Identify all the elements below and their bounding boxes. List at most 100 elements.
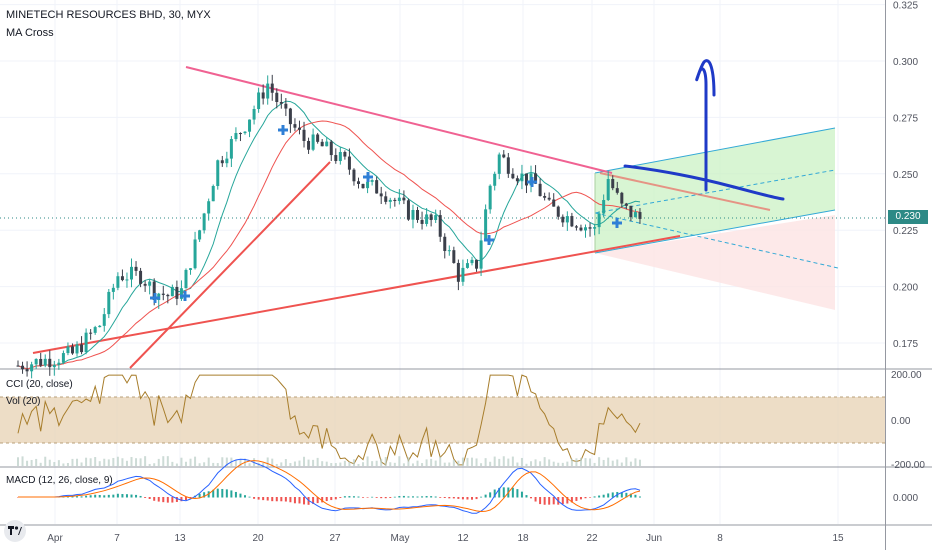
volume-bar <box>466 457 469 466</box>
macd-histogram-bar <box>430 496 433 498</box>
macd-histogram-bar <box>339 497 342 498</box>
candle-body <box>361 183 365 189</box>
resistance-trendline <box>185 66 613 174</box>
macd-histogram-bar <box>253 497 256 499</box>
macd-label[interactable]: MACD (12, 26, close, 9) <box>6 475 113 486</box>
candle-body <box>70 346 74 354</box>
macd-histogram-bar <box>471 497 473 500</box>
volume-bar <box>525 463 528 466</box>
candle-body <box>252 109 256 120</box>
candle-body <box>375 180 379 194</box>
volume-bar <box>375 460 378 466</box>
price-tick-label: 0.200 <box>893 283 918 294</box>
macd-histogram-bar <box>303 497 306 505</box>
volume-label[interactable]: Vol (20) <box>6 396 41 407</box>
macd-histogram-bar <box>434 496 437 498</box>
candle-body <box>584 227 587 231</box>
macd-histogram-bar <box>443 497 446 498</box>
volume-bar <box>148 463 151 466</box>
candle-body <box>534 173 538 184</box>
volume-bar <box>166 456 169 466</box>
macd-histogram-bar <box>393 496 396 498</box>
volume-bar <box>561 462 564 466</box>
candle-body <box>234 133 238 140</box>
candle-body <box>198 230 202 240</box>
time-tick-label: 7 <box>114 533 120 544</box>
candle-body <box>229 139 233 159</box>
macd-histogram-bar <box>280 497 283 502</box>
candle-body <box>329 141 333 156</box>
volume-bar <box>57 460 60 466</box>
volume-bar <box>312 459 315 466</box>
volume-bar <box>130 457 133 466</box>
candle-body <box>402 197 406 201</box>
drawn-arrow <box>695 59 716 192</box>
volume-bar <box>493 456 496 466</box>
candle-body <box>606 179 610 201</box>
tradingview-logo-icon[interactable] <box>4 520 26 542</box>
macd-histogram-bar <box>511 487 514 498</box>
macd-histogram-bar <box>484 494 487 498</box>
volume-bar <box>139 458 142 466</box>
macd-histogram-bar <box>153 497 156 501</box>
macd-histogram-bar <box>184 497 187 501</box>
macd-histogram-bar <box>116 493 119 498</box>
candle-body <box>207 201 211 214</box>
volume-bar <box>607 457 610 466</box>
candle-body <box>438 215 442 237</box>
candle-body <box>43 358 47 366</box>
macd-histogram-bar <box>198 493 201 498</box>
candle-body <box>66 346 70 354</box>
candle-body <box>465 263 469 268</box>
macd-histogram-bar <box>384 497 387 499</box>
volume-bar <box>516 462 519 466</box>
candle-body <box>302 129 306 141</box>
symbol-title[interactable]: MINETECH RESOURCES BHD, 30, MYX <box>6 9 211 21</box>
cci-label[interactable]: CCI (20, close) <box>6 379 73 390</box>
macd-histogram-bar <box>203 492 206 498</box>
candle-body <box>175 286 179 299</box>
volume-bar <box>239 459 242 466</box>
volume-bar <box>125 460 128 466</box>
macd-histogram-bar <box>607 493 610 498</box>
candle-body <box>470 259 474 264</box>
candle-body <box>102 314 106 326</box>
macd-histogram-bar <box>139 495 142 498</box>
candle-body <box>411 209 415 220</box>
candle-body <box>488 185 492 210</box>
volume-bar <box>570 458 573 466</box>
volume-bar <box>534 459 537 466</box>
macd-histogram-bar <box>539 497 542 505</box>
macd-pane <box>17 458 641 514</box>
volume-bar <box>325 461 328 466</box>
macd-histogram-bar <box>221 488 224 498</box>
macd-histogram-bar <box>89 495 92 498</box>
macd-histogram-bar <box>570 497 573 503</box>
candle-body <box>189 268 193 270</box>
volume-bar <box>85 457 88 466</box>
volume-bar <box>39 462 42 466</box>
macd-histogram-bar <box>85 495 88 498</box>
candle-body <box>61 353 65 363</box>
macd-histogram-bar <box>634 494 637 498</box>
volume-bar <box>198 463 201 466</box>
volume-bar <box>589 458 592 466</box>
volume-bar <box>471 457 473 466</box>
volume-bar <box>357 463 360 466</box>
volume-bar <box>307 459 310 466</box>
volume-bar <box>21 456 24 466</box>
volume-bar <box>225 457 228 466</box>
candle-body <box>161 293 165 295</box>
macd-histogram-bar <box>239 493 242 498</box>
candle-body <box>515 178 519 182</box>
volume-bar <box>511 456 514 466</box>
macd-histogram-bar <box>439 497 442 498</box>
cross-marker-icon <box>180 291 190 301</box>
time-tick-label: 8 <box>717 533 723 544</box>
candle-body <box>84 332 88 353</box>
ma-cross-label[interactable]: MA Cross <box>6 27 54 39</box>
channel-lower <box>594 209 836 254</box>
candle-body <box>238 133 242 135</box>
time-tick-label: 27 <box>329 533 341 544</box>
